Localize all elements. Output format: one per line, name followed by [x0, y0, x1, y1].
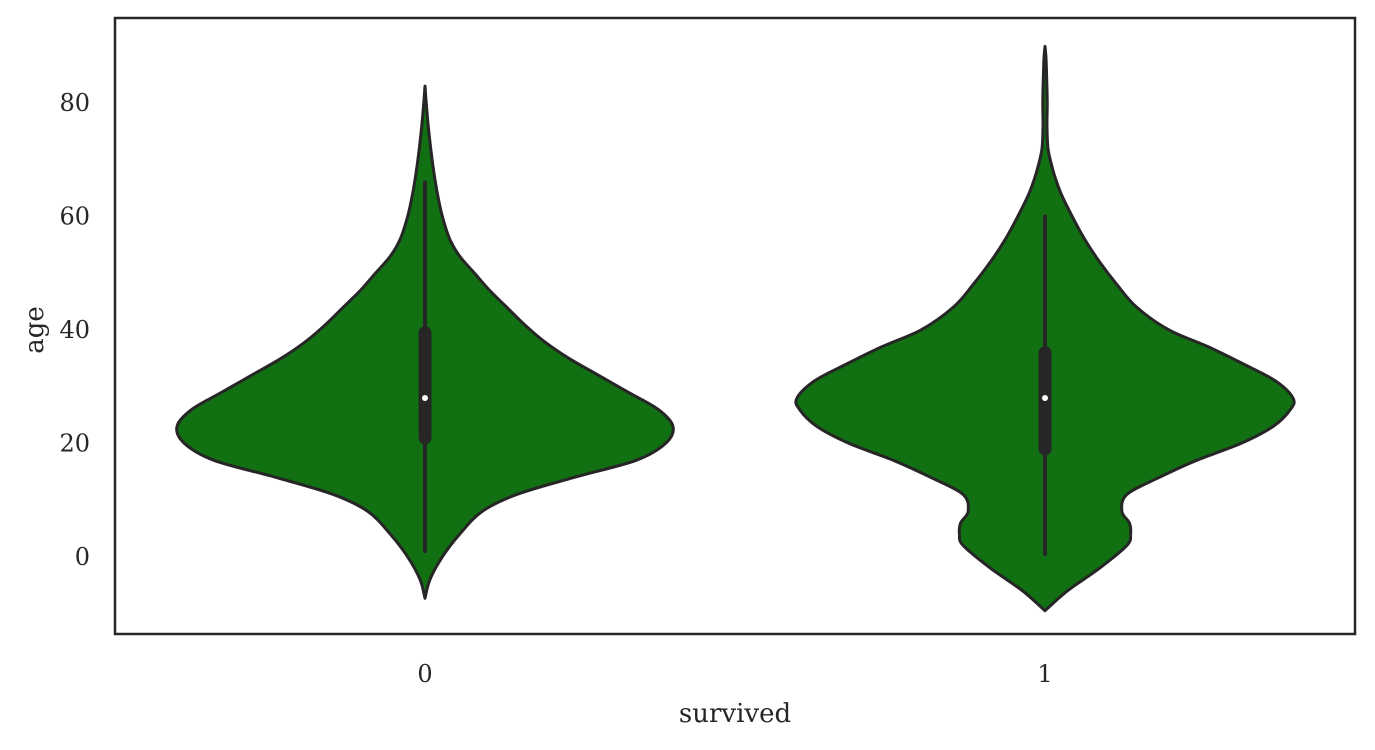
y-tick-label: 40 [59, 316, 90, 344]
x-axis-label: survived [679, 699, 791, 729]
y-axis-label: age [20, 306, 50, 354]
x-tick-label: 1 [1037, 660, 1052, 688]
y-tick-label: 0 [75, 543, 90, 571]
y-tick-label: 20 [59, 429, 90, 457]
x-tick-label: 0 [417, 660, 432, 688]
y-axis-ticks: 0 20 40 60 80 [59, 89, 90, 571]
violin-median-marker [1042, 395, 1048, 402]
violins [175, 44, 1296, 613]
plot-frame [113, 16, 1357, 636]
violin-median-marker [422, 395, 428, 402]
y-tick-label: 60 [59, 203, 90, 231]
y-tick-label: 80 [59, 89, 90, 117]
